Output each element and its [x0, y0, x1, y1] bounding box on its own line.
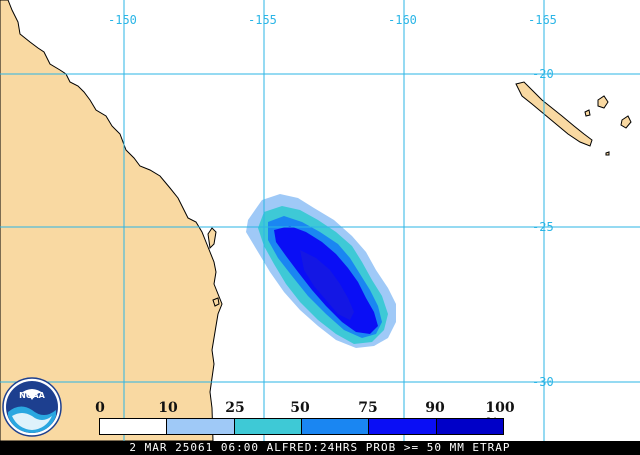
longitude-label: -150 — [108, 13, 137, 27]
noaa-logo-icon: NOAA — [2, 377, 62, 437]
new-caledonia — [515, 81, 593, 147]
legend-tick: 75 — [358, 400, 378, 416]
legend-tick: 0 — [95, 400, 105, 416]
map-canvas — [0, 0, 640, 441]
longitude-label: -160 — [388, 13, 417, 27]
legend-tick: 50 — [290, 400, 310, 416]
latitude-label: -30 — [532, 375, 554, 389]
legend-swatch — [369, 419, 437, 434]
loyalty-island-2 — [620, 115, 632, 129]
legend-swatch — [167, 419, 235, 434]
legend-tick: 10 — [158, 400, 178, 416]
legend-scale: 0 10 25 50 75 90 100 % — [85, 400, 525, 432]
longitude-label: -165 — [528, 13, 557, 27]
latitude-label: -20 — [532, 67, 554, 81]
legend-swatch — [301, 419, 370, 434]
island-fraser — [207, 227, 217, 250]
legend-tick: 90 — [425, 400, 445, 416]
lat-lon-grid — [0, 0, 640, 441]
longitude-label: -155 — [248, 13, 277, 27]
contour-75-inner — [300, 250, 354, 320]
legend-swatch — [100, 419, 168, 434]
latitude-label: -25 — [532, 220, 554, 234]
legend-tick: 25 — [225, 400, 245, 416]
isle-of-pines — [605, 151, 610, 156]
legend-swatch — [436, 419, 503, 434]
probability-contours — [246, 194, 396, 348]
australia-landmass — [0, 0, 223, 441]
legend-swatch — [234, 419, 302, 434]
island-coast — [212, 297, 220, 307]
loyalty-island-3 — [584, 109, 591, 117]
caption-bar: 2 MAR 25061 06:00 ALFRED:24HRS PROB >= 5… — [0, 441, 640, 455]
loyalty-island-1 — [597, 95, 609, 109]
logo-text: NOAA — [19, 391, 45, 400]
legend-color-bar — [99, 418, 504, 435]
